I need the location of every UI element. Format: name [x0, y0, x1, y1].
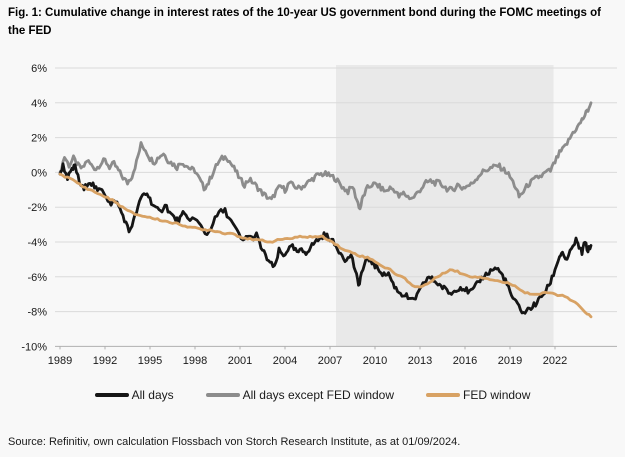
legend-item-fed-window: FED window: [426, 388, 530, 402]
source-note: Source: Refinitiv, own calculation Floss…: [8, 436, 461, 448]
series-line-all-days-except-fed-window: [58, 101, 593, 211]
y-tick-label: 2%: [31, 133, 47, 145]
chart-legend: All days All days except FED window FED …: [0, 388, 625, 402]
legend-item-all-days: All days: [94, 388, 174, 402]
x-tick-label: 1995: [138, 355, 162, 367]
x-tick-label: 2013: [408, 355, 432, 367]
fed-window-line-swatch: [426, 393, 461, 397]
y-tick-label: 4%: [31, 98, 47, 110]
x-tick-label: 2010: [363, 355, 387, 367]
series-line-fed-window: [58, 172, 593, 319]
y-tick-label: 6%: [31, 63, 47, 75]
x-tick-label: 2019: [498, 355, 522, 367]
x-tick-label: 2001: [228, 355, 252, 367]
x-tick-label: 2004: [273, 355, 297, 367]
series-line-all-days: [58, 162, 593, 315]
y-tick-label: -4%: [27, 237, 47, 249]
x-tick-label: 2007: [318, 355, 342, 367]
y-tick-label: -6%: [27, 272, 47, 284]
y-tick-label: -10%: [21, 341, 47, 353]
x-tick-label: 1998: [183, 355, 207, 367]
line-chart: 6% 4% 2% 0% -2% -4% -6% -8% -10%1989 1992 1995 1998…: [21, 63, 617, 367]
y-tick-label: -2%: [27, 202, 47, 214]
x-tick-label: 1992: [93, 355, 117, 367]
y-tick-label: 0%: [31, 167, 47, 179]
legend-label-all-days: All days: [131, 388, 174, 402]
x-tick-label: 2022: [543, 355, 567, 367]
legend-label-fed-window: FED window: [463, 388, 531, 402]
y-tick-label: -8%: [27, 307, 47, 319]
except-fed-window-line-swatch: [205, 393, 240, 397]
figure-title: Fig. 1: Cumulative change in interest ra…: [8, 7, 601, 37]
legend-label-except-fed-window: All days except FED window: [242, 388, 395, 402]
shaded-period-band: [336, 65, 554, 347]
all-days-line-swatch: [94, 393, 129, 397]
legend-item-except-fed-window: All days except FED window: [205, 388, 395, 402]
x-tick-label: 1989: [48, 355, 72, 367]
x-tick-label: 2016: [453, 355, 477, 367]
